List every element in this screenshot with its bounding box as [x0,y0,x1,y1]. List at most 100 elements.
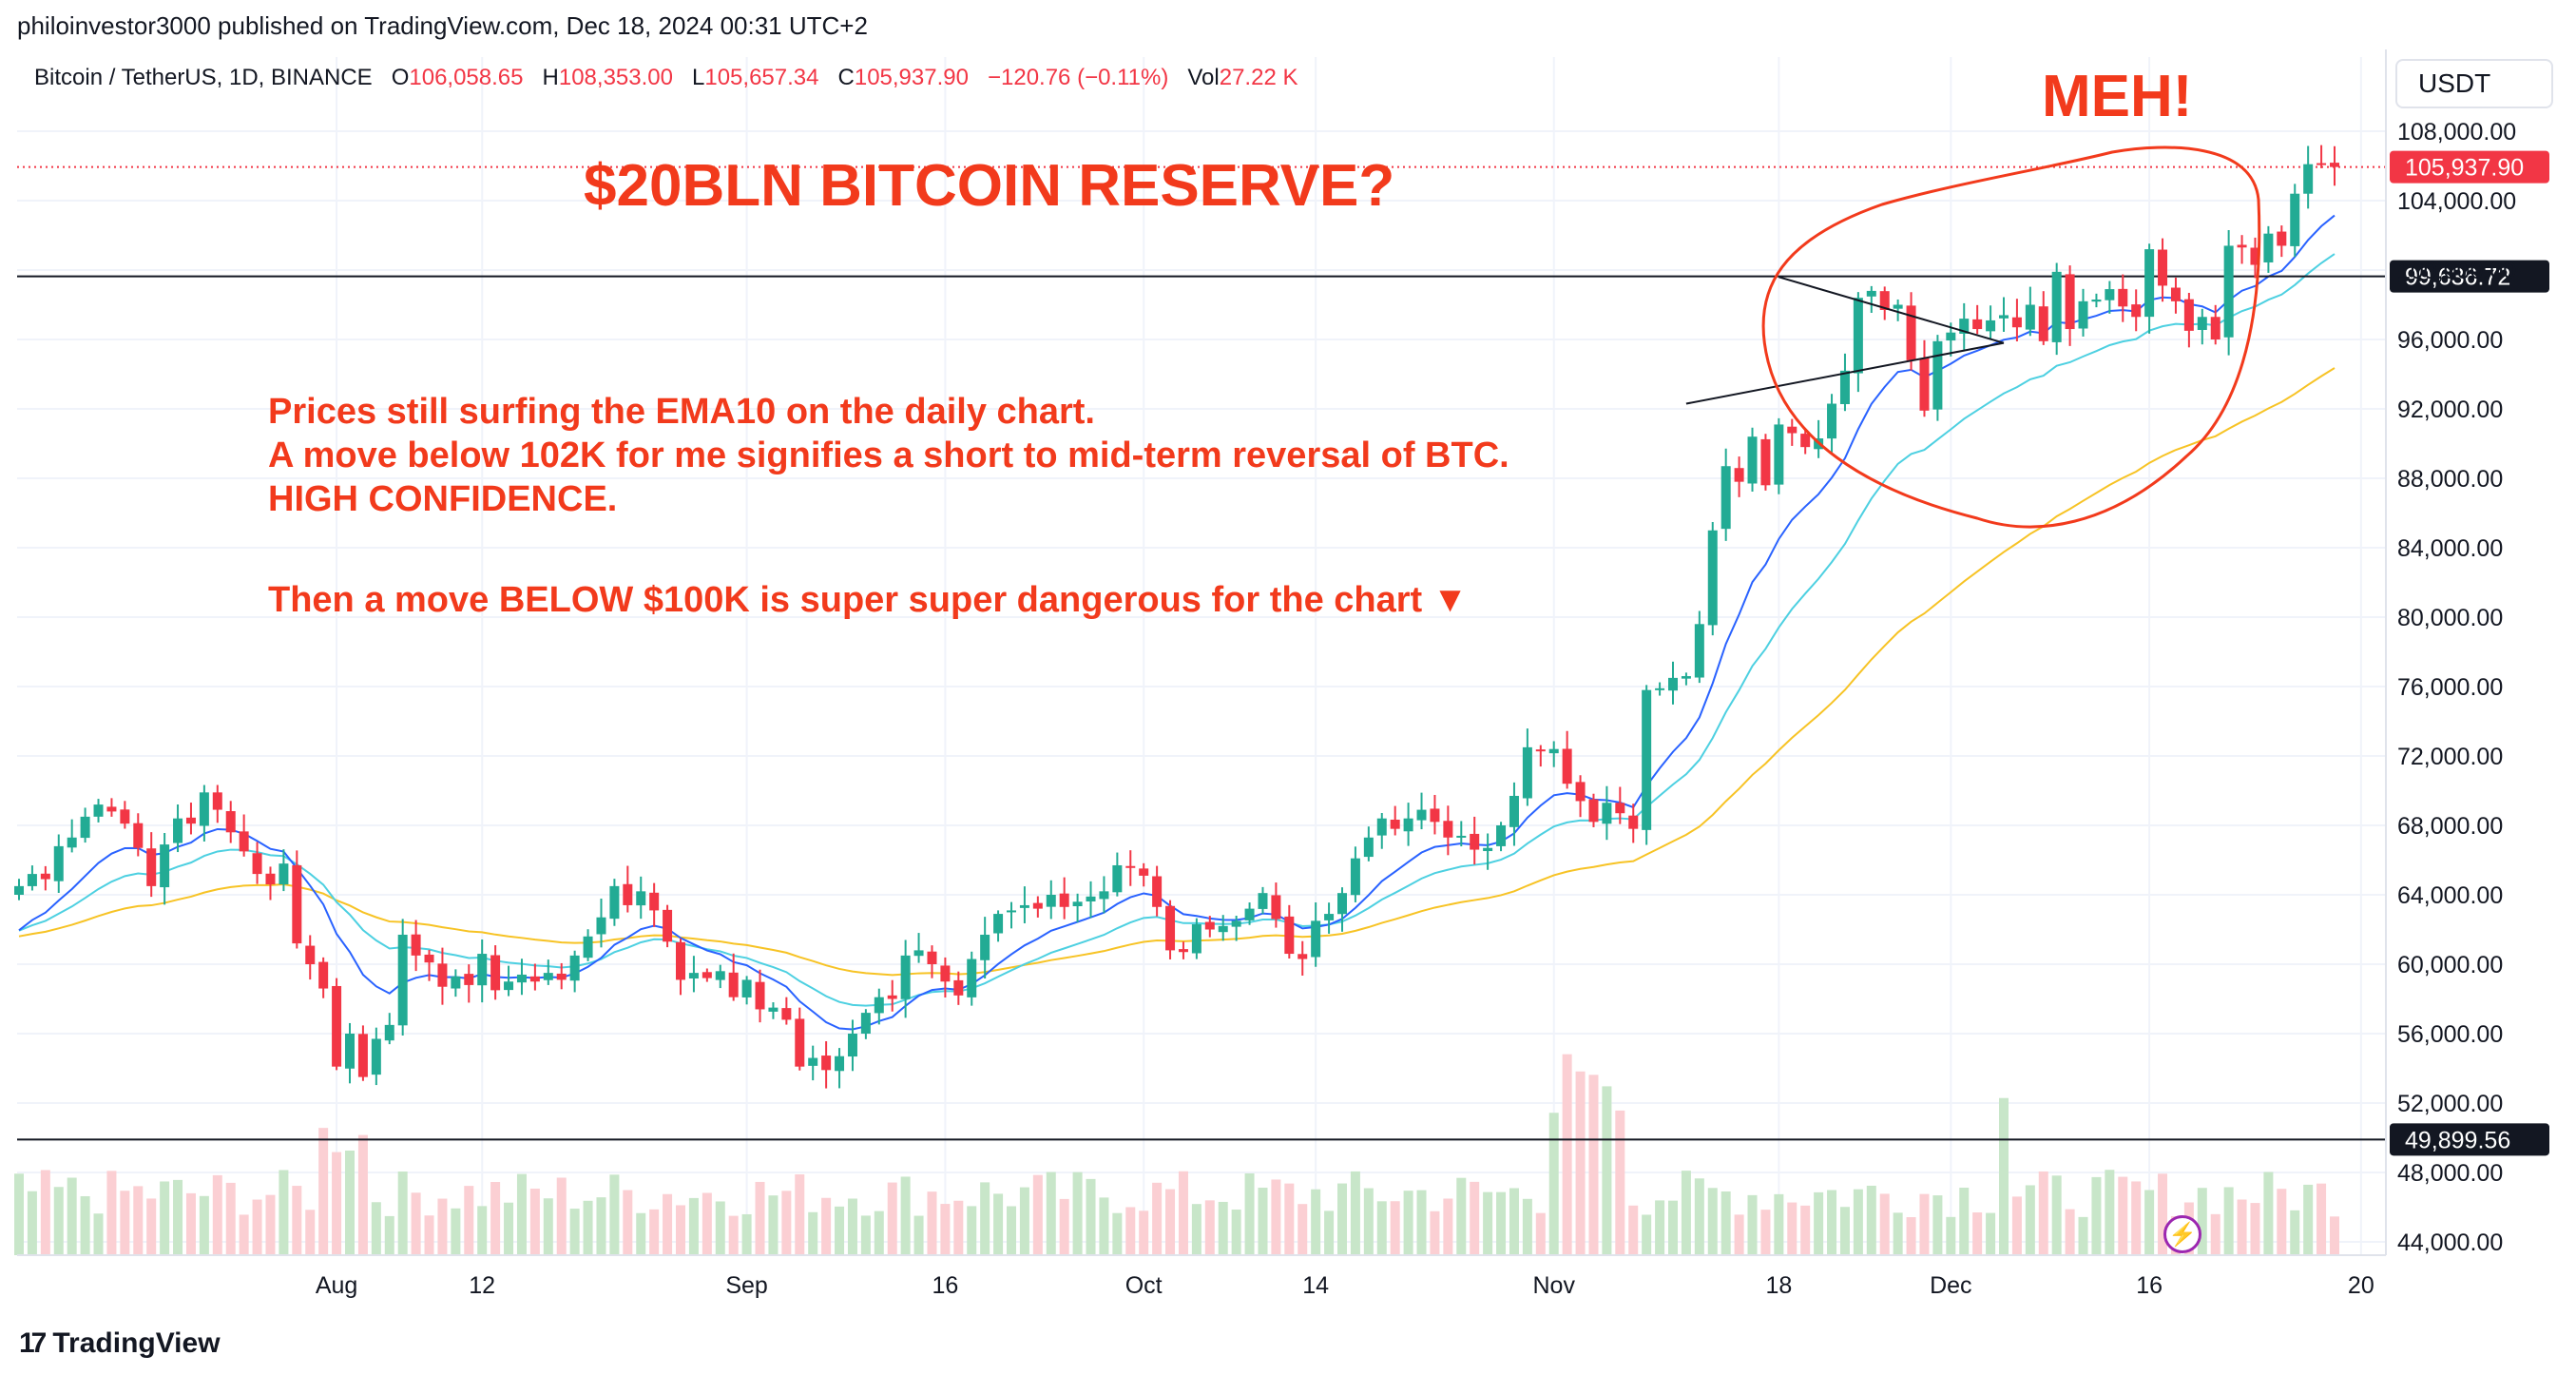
volume-bar [781,1191,792,1255]
candle-body [2038,306,2048,341]
candle-body [1204,921,1215,930]
volume-bar [1681,1171,1691,1255]
candle-body [980,934,990,960]
volume-bar [1509,1188,1519,1255]
volume-bar [2038,1171,2048,1255]
candle-body [2250,247,2260,265]
volume-bar [225,1182,236,1255]
candle-body [1628,815,1639,829]
lightning-icon[interactable]: ⚡ [2163,1215,2201,1253]
volume-bar [649,1209,660,1255]
volume-bar [160,1181,170,1255]
candle-body [2078,300,2088,329]
candle-body [1827,403,1837,439]
price-axis: 44,000.00 48,000.00 52,000.00 56,000.00 60,0… [17,49,2516,1256]
candle-body [1284,916,1295,955]
volume-bar [332,1152,342,1255]
volume-bar [728,1215,739,1255]
candle-body [927,951,937,964]
price-tick-label: 100,000.00 [2397,258,2516,284]
volume-bar [1178,1171,1188,1255]
volume-bar [2065,1209,2075,1255]
candle-body [529,976,540,982]
currency-button[interactable]: USDT [2395,59,2553,108]
candle-body [1866,290,1876,297]
candle-body [1032,902,1043,909]
symbol-name[interactable]: Bitcoin / TetherUS, 1D, BINANCE [34,65,373,90]
volume-bar [1456,1177,1467,1255]
candle-body [225,811,236,833]
candle-body [1999,315,2009,319]
volume-bar [212,1174,222,1255]
candle-body [318,961,329,989]
candle-body [1046,895,1056,907]
volume-bar [663,1193,673,1255]
triangle-lower-line [1685,341,2005,405]
candle-body [2277,231,2287,246]
candle-body [173,818,183,843]
note-line-5: Then a move BELOW $100K is super super d… [268,580,1469,620]
candle-body [1059,893,1069,907]
volume-bar [1231,1210,1241,1255]
candle-body [1099,891,1109,900]
time-tick-label: 18 [1765,1272,1792,1299]
volume-bar [2316,1183,2327,1255]
volume-bar [1986,1212,1996,1255]
candle-body [808,1057,818,1066]
price-tick-label: 104,000.00 [2397,188,2516,215]
volume-bar [2210,1213,2220,1255]
time-tick-label: 14 [1302,1272,1329,1299]
volume-bar [702,1192,712,1255]
volume-bar [1760,1210,1771,1255]
candle-body [14,885,24,895]
candle-body [821,1055,832,1071]
ema20-line [18,253,2336,1007]
volume-bar [27,1191,37,1255]
candle-body [1522,746,1532,799]
volume-bar [1972,1212,1983,1255]
candle-body [1443,821,1453,838]
candle-body [1906,305,1916,360]
tradingview-logo[interactable]: 17 TradingView [19,1327,221,1360]
volume-bar [14,1173,24,1255]
volume-bar [2250,1203,2260,1255]
time-tick-label: Aug [316,1272,357,1299]
candle-body [676,941,685,980]
candle-body [1602,803,1612,824]
candle-body [609,885,620,920]
volume-bar [199,1195,209,1255]
volume-bar [67,1177,77,1255]
candle-body [53,845,64,881]
candle-body [1324,914,1335,920]
volume-bar [1814,1191,1824,1255]
volume-bar [900,1176,911,1255]
price-tick-label: 92,000.00 [2397,397,2503,423]
volume-bar [1615,1110,1625,1255]
candle-body [1787,426,1797,434]
candle-body [715,971,725,980]
candle-body [477,954,488,986]
candle-body [1139,868,1149,876]
volume-bar [397,1172,408,1255]
candle-body [1946,332,1956,341]
candle-body [847,1034,857,1057]
price-tick-label: 60,000.00 [2397,952,2503,978]
candle-body [768,1007,779,1012]
volume-bar [623,1190,633,1255]
candle-body [2183,299,2194,331]
candle-body [2330,163,2339,167]
candle-body [265,873,276,885]
level-label-bg [2390,260,2549,293]
volume-bar [1866,1185,1876,1255]
price-tick-label: 96,000.00 [2397,327,2503,354]
time-tick-label: Dec [1930,1272,1971,1299]
volume-bar [451,1208,461,1255]
candle-body [1774,424,1784,485]
note-line-1: Prices still surfing the EMA10 on the da… [268,392,1095,432]
time-tick-label: 12 [469,1272,495,1299]
candle-body [279,863,289,885]
open-value: 106,058.65 [409,65,524,90]
volume-bar [345,1150,355,1255]
time-tick-label: Sep [725,1272,767,1299]
